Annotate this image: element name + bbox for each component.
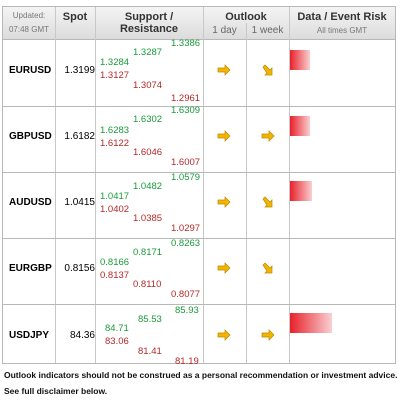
arrow-right-icon <box>217 329 231 341</box>
row-divider <box>3 238 395 239</box>
resistance-level: 1.6007 <box>171 157 201 168</box>
risk-bar <box>290 50 310 70</box>
col-divider <box>95 7 96 363</box>
resistance-level: 1.0579 <box>171 172 201 183</box>
spot-header: Spot <box>62 11 88 23</box>
col-divider <box>246 23 247 363</box>
col-divider <box>55 7 56 363</box>
support-level: 84.71 <box>105 323 129 334</box>
support-level: 1.0417 <box>100 191 130 202</box>
pair-label: USDJPY <box>9 330 50 341</box>
row-divider <box>3 172 395 173</box>
resistance-level: 1.3287 <box>133 47 163 58</box>
resistance-level: 1.2961 <box>171 93 201 104</box>
support-level: 0.8166 <box>100 257 130 268</box>
arrow-right-icon <box>217 64 231 76</box>
resistance-level: 1.0482 <box>133 181 163 192</box>
updated-time: 07:48 GMT <box>8 25 49 34</box>
resistance-level: 81.41 <box>138 346 162 357</box>
outlook-day-header: 1 day <box>212 25 237 36</box>
arrow-down-right-icon <box>262 64 273 76</box>
arrow-right-icon <box>261 329 275 341</box>
risk-bar <box>290 181 312 201</box>
pair-label: AUDUSD <box>9 197 52 208</box>
pair-label: GBPUSD <box>9 131 52 142</box>
support-level: 1.3284 <box>100 57 130 68</box>
resistance-level: 85.53 <box>138 314 162 325</box>
support-level: 83.06 <box>105 336 129 347</box>
col-divider <box>289 7 290 363</box>
pair-label: EURUSD <box>9 65 52 76</box>
risk-bar <box>290 116 310 136</box>
updated-label: Updated: <box>12 11 46 20</box>
spot-value: 1.3199 <box>64 65 95 76</box>
resistance-level: 0.8263 <box>171 238 201 249</box>
support-resistance-header: Support / Resistance <box>119 11 179 35</box>
support-level: 0.8137 <box>100 270 130 281</box>
resistance-level: 1.6309 <box>171 105 201 116</box>
disclaimer-text: Outlook indicators should not be constru… <box>4 370 398 380</box>
arrow-down-right-icon <box>262 196 273 208</box>
arrow-right-icon <box>261 130 275 142</box>
resistance-level: 85.93 <box>175 305 199 316</box>
spot-value: 1.0415 <box>64 197 95 208</box>
support-level: 1.3127 <box>100 70 130 81</box>
risk-bar <box>290 313 332 333</box>
spot-value: 1.6182 <box>64 131 95 142</box>
spot-value: 0.8156 <box>64 263 95 274</box>
disclaimer-link-text: See full disclaimer below. <box>4 386 108 396</box>
arrow-right-icon <box>217 196 231 208</box>
resistance-level: 1.0385 <box>133 213 163 224</box>
resistance-level: 1.0297 <box>171 223 201 234</box>
support-level: 1.0402 <box>100 204 130 215</box>
risk-subheader: All times GMT <box>316 26 368 35</box>
outlook-week-header: 1 week <box>251 25 284 36</box>
resistance-level: 1.3386 <box>171 38 201 49</box>
arrow-down-right-icon <box>262 262 273 274</box>
resistance-level: 0.8171 <box>133 247 163 258</box>
arrow-right-icon <box>217 262 231 274</box>
resistance-level: 0.8077 <box>171 289 201 300</box>
row-divider <box>3 106 395 107</box>
col-divider <box>203 7 204 363</box>
support-level: 1.6283 <box>100 125 130 136</box>
resistance-level: 0.8110 <box>133 279 162 290</box>
resistance-level: 1.3074 <box>133 80 163 91</box>
support-level: 1.6122 <box>100 138 130 149</box>
risk-header: Data / Event Risk <box>297 11 387 23</box>
table-header: Updated: 07:48 GMT Spot Support / Resist… <box>3 7 395 40</box>
resistance-level: 81.19 <box>175 356 199 367</box>
rates-table: Updated: 07:48 GMT Spot Support / Resist… <box>2 6 396 367</box>
arrow-right-icon <box>217 130 231 142</box>
resistance-level: 1.6302 <box>133 114 163 125</box>
row-divider <box>3 304 395 305</box>
pair-label: EURGBP <box>9 263 52 274</box>
resistance-level: 1.6046 <box>133 147 163 158</box>
spot-value: 84.36 <box>69 330 95 341</box>
outlook-header: Outlook <box>225 11 267 23</box>
